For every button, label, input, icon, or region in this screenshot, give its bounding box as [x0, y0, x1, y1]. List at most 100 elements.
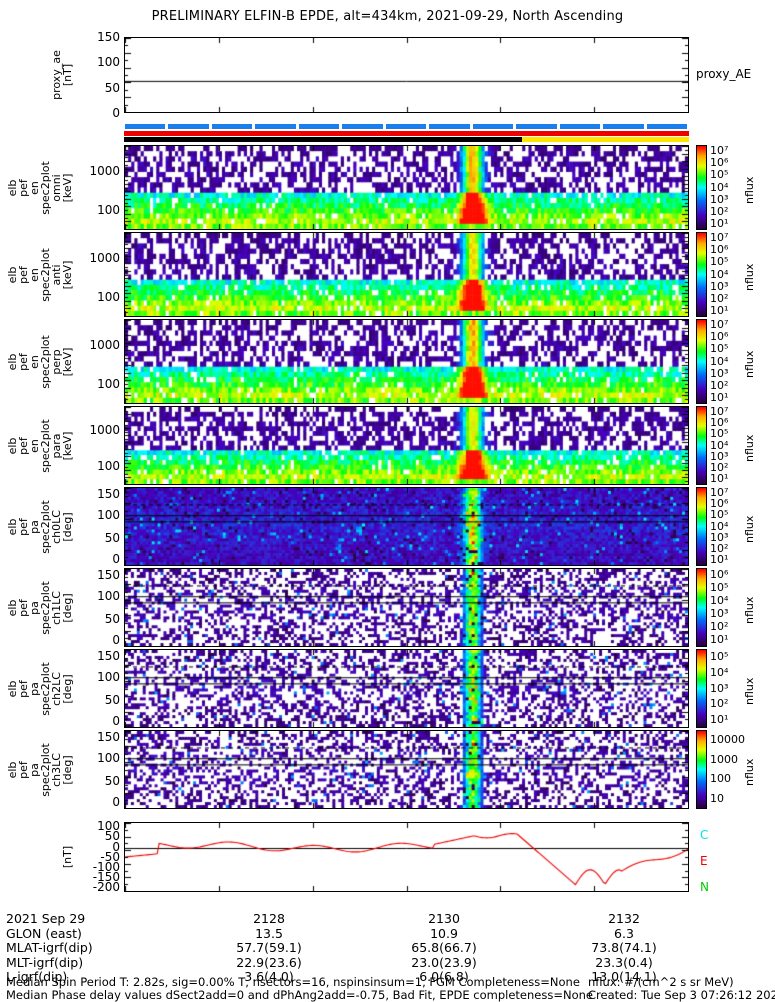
colorbar-tick-en-anti-0: 10⁷	[710, 231, 729, 245]
ytick-pa-ch0lc-1: 100	[97, 508, 120, 523]
colorbar-pa-ch0lc-gradient	[697, 488, 706, 565]
spin-fit-bar	[124, 131, 689, 136]
colorbar-tick-en-omni-4: 10³	[710, 192, 729, 206]
colorbar-tick-en-para-6: 10¹	[710, 472, 729, 486]
colorbar-tick-pa-ch1lc-0: 10⁶	[710, 567, 729, 581]
colorbar-tick-pa-ch0lc-6: 10¹	[710, 553, 729, 567]
ytick-en-omni-1: 100	[97, 202, 120, 217]
colorbar-tick-en-para-1: 10⁶	[710, 415, 729, 429]
ytick-en-para-1: 100	[97, 459, 120, 474]
ytick-proxy-ae-2: 50	[104, 80, 120, 95]
colorbar-tick-en-omni-5: 10²	[710, 204, 729, 218]
science-zone-bar-segment	[211, 124, 253, 129]
colorbar-tick-en-anti-5: 10²	[710, 291, 729, 305]
panel-pa-ch1lc[interactable]	[124, 568, 689, 647]
axis-label-pa-ch1lc-5: [deg]	[61, 592, 74, 623]
axis-label-en-omni-5: [keV]	[61, 173, 74, 202]
ytick-pa-ch0lc-2: 50	[104, 530, 120, 545]
colorbar-tick-en-omni-0: 10⁷	[710, 144, 729, 158]
axis-label-pa-ch2lc-5: [deg]	[61, 673, 74, 704]
colorbar-tick-en-anti-1: 10⁶	[710, 243, 729, 257]
footer-row-label-4: L-igrf(dip)	[6, 969, 68, 984]
panel-en-perp-canvas	[125, 320, 688, 403]
colorbar-tick-pa-ch3lc-3: 10	[710, 792, 724, 806]
science-zone-bar-segment	[298, 124, 340, 129]
panel-en-para[interactable]	[124, 406, 689, 485]
science-zone-bar-segment	[646, 124, 687, 129]
panel-en-perp[interactable]	[124, 319, 689, 404]
colorbar-pa-ch1lc	[696, 568, 707, 647]
footer-value-3-2: 23.3(0.4)	[595, 954, 653, 970]
footer-row-label-2: MLAT-igrf(dip)	[6, 940, 93, 955]
ytick-pa-ch1lc-2: 50	[104, 611, 120, 626]
footer-note-left-0: Median Spin Period T: 2.82s, sig=0.00% T…	[6, 975, 580, 989]
panel-pa-ch3lc[interactable]	[124, 730, 689, 809]
ytick-pa-ch3lc-1: 100	[97, 751, 120, 766]
colorbar-tick-en-omni-6: 10¹	[710, 216, 729, 230]
ytick-pa-ch0lc-3: 0	[112, 552, 120, 567]
colorbar-tick-en-anti-3: 10⁴	[710, 267, 729, 281]
footer-value-4-2: 13.0(14.1)	[591, 969, 657, 984]
colorbar-tick-en-perp-1: 10⁶	[710, 330, 729, 344]
colorbar-tick-pa-ch0lc-0: 10⁷	[710, 485, 729, 499]
axis-label-pa-ch0lc-5: [deg]	[61, 511, 74, 542]
colorbar-title-en-omni: nflux	[743, 176, 756, 204]
colorbar-tick-en-para-2: 10⁵	[710, 427, 729, 441]
colorbar-en-para	[696, 406, 707, 485]
panel-en-anti[interactable]	[124, 232, 689, 317]
footer-value-4-1: 6.0(6.8)	[419, 969, 469, 984]
footer-note-right-1: Created: Tue Sep 3 07:26:12 2024	[588, 988, 775, 1002]
colorbar-tick-en-omni-3: 10⁴	[710, 180, 729, 194]
ytick-pa-ch1lc-1: 100	[97, 589, 120, 604]
footer-value-1-1: 10.9	[430, 925, 458, 941]
ytick-fgm-0: 100	[97, 819, 120, 834]
footer-value-4-0: 3.6(4.0)	[244, 969, 294, 984]
science-zone-bar-segment	[168, 124, 209, 129]
ytick-proxy-ae-3: 0	[112, 106, 120, 120]
panel-pa-ch2lc[interactable]	[124, 649, 689, 728]
ytick-pa-ch2lc-0: 150	[97, 648, 120, 663]
colorbar-en-para-gradient	[697, 407, 706, 484]
science-zone-bar-segment	[385, 124, 427, 129]
colorbar-tick-en-para-5: 10²	[710, 461, 729, 475]
colorbar-tick-en-anti-6: 10¹	[710, 303, 729, 317]
ytick-pa-ch3lc-2: 50	[104, 773, 120, 788]
ytick-en-perp-0: 1000	[89, 337, 120, 352]
proxy-ae-right-label: proxy_AE	[696, 67, 752, 81]
ytick-pa-ch1lc-3: 0	[112, 633, 120, 648]
footer-value-3-0: 22.9(23.6)	[236, 954, 302, 970]
colorbar-tick-pa-ch0lc-4: 10³	[710, 530, 729, 544]
attitude-bar	[124, 137, 689, 142]
colorbar-en-anti	[696, 232, 707, 317]
ytick-en-omni-0: 1000	[89, 163, 120, 178]
ytick-pa-ch2lc-3: 0	[112, 714, 120, 729]
panel-proxy-ae[interactable]	[124, 37, 689, 113]
axis-label-pa-ch3lc-5: [deg]	[61, 754, 74, 785]
axis-label-en-anti-5: [keV]	[61, 260, 74, 289]
footer-value-3-1: 23.0(23.9)	[411, 954, 477, 970]
footer-value-1-0: 13.5	[255, 925, 283, 941]
footer-value-0-1: 2130	[428, 911, 460, 926]
colorbar-tick-pa-ch2lc-1: 10⁴	[710, 665, 729, 679]
colorbar-tick-en-anti-2: 10⁵	[710, 255, 729, 269]
colorbar-tick-en-para-4: 10³	[710, 449, 729, 463]
ytick-en-perp-1: 100	[97, 376, 120, 391]
panel-fgm[interactable]	[124, 822, 689, 892]
ytick-pa-ch3lc-0: 150	[97, 729, 120, 744]
ytick-proxy-ae-0: 150	[97, 30, 120, 44]
science-zone-bar-segment	[603, 124, 644, 129]
colorbar-tick-en-omni-2: 10⁵	[710, 168, 729, 182]
colorbar-title-en-para: nflux	[743, 434, 756, 462]
ytick-fgm-6: -200	[92, 880, 120, 895]
colorbar-tick-pa-ch1lc-5: 10¹	[710, 633, 729, 647]
colorbar-tick-en-para-3: 10⁴	[710, 438, 729, 452]
panel-pa-ch0lc[interactable]	[124, 487, 689, 566]
science-zone-bar-segment	[125, 124, 166, 129]
panel-en-omni[interactable]	[124, 145, 689, 230]
science-zone-bar-segment	[429, 124, 470, 129]
colorbar-tick-en-anti-4: 10³	[710, 279, 729, 293]
panel-en-para-canvas	[125, 407, 688, 484]
colorbar-tick-pa-ch1lc-3: 10³	[710, 607, 729, 621]
colorbar-tick-pa-ch2lc-3: 10²	[710, 697, 729, 711]
colorbar-pa-ch2lc	[696, 649, 707, 728]
